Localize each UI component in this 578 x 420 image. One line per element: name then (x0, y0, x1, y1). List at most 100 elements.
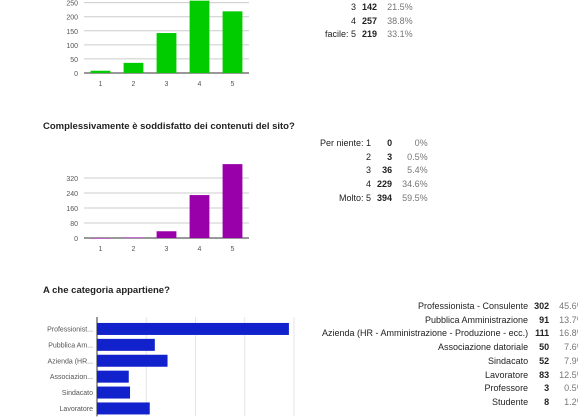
y-tick-label: 100 (66, 43, 78, 50)
stats-table-q3: Professionista - Consulente 302 45.6% Pubbl… (322, 300, 578, 410)
bar (222, 11, 243, 73)
bar (90, 70, 111, 73)
stats-label: 2 (366, 151, 372, 162)
y-tick-label: 200 (66, 15, 78, 22)
stats-count: 229 (377, 179, 393, 190)
x-tick-label: 3 (165, 81, 169, 88)
stats-row: 4 257 38.8% (325, 15, 413, 29)
bar (90, 238, 111, 239)
bar (97, 322, 289, 335)
x-tick-label: 2 (132, 246, 136, 253)
stats-row: 2 3 0.5% (320, 151, 428, 165)
x-tick-label: 3 (165, 246, 169, 253)
y-tick-label: 320 (66, 176, 78, 183)
y-tick-label: 80 (70, 221, 78, 228)
stats-percent: 34.6% (402, 179, 428, 190)
stats-count: 3 (387, 151, 393, 162)
stats-label: Lavoratore (485, 369, 529, 380)
bar (97, 370, 129, 383)
stats-row: Sindacato 52 7.9% (322, 355, 578, 369)
stats-row: Lavoratore 83 12.5% (322, 369, 578, 383)
stats-label: Azienda (HR - Amministrazione - Produzio… (322, 328, 529, 339)
stats-percent: 7.6% (564, 342, 578, 353)
y-tick-label: 0 (74, 236, 78, 243)
stats-count: 36 (382, 165, 393, 176)
stats-count: 8 (544, 396, 550, 407)
y-tick-label: 150 (66, 29, 78, 36)
stats-label: Associazione datoriale (438, 342, 529, 353)
x-tick-label: 5 (231, 246, 235, 253)
stats-percent: 12.5% (559, 369, 578, 380)
bar (123, 237, 144, 239)
x-tick-label: 4 (198, 246, 202, 253)
stats-label: 4 (351, 15, 357, 26)
stats-row: Studente 8 1.2% (322, 396, 578, 410)
stats-percent: 1.2% (564, 396, 578, 407)
stats-count: 394 (377, 192, 393, 203)
stats-label: Pubblica Amministrazione (425, 314, 529, 325)
bar (189, 0, 210, 74)
stats-percent: 5.4% (407, 165, 428, 176)
stats-row: Professionista - Consulente 302 45.6% (322, 300, 578, 314)
bar (156, 231, 177, 238)
bar (97, 338, 155, 351)
chart-q1: 0 50 100 150 200 250 1 2 3 4 5 (66, 0, 249, 88)
stats-percent: 7.9% (564, 355, 578, 366)
stats-percent: 0.5% (407, 151, 428, 162)
stats-label: Sindacato (488, 355, 529, 366)
stats-row: Associazione datoriale 50 7.6% (322, 341, 578, 355)
x-tick-label: 4 (198, 81, 202, 88)
stats-row: 3 142 21.5% (325, 1, 413, 15)
stats-table-q1: 3 142 21.5% 4 257 38.8% facile: 5 219 33.1% (325, 1, 413, 42)
bar (156, 33, 177, 73)
stats-percent: 59.5% (402, 192, 428, 203)
stats-percent: 0.5% (564, 383, 578, 394)
stats-label: Per niente: 1 (320, 138, 372, 148)
stats-count: 52 (539, 355, 550, 366)
bar (97, 354, 168, 367)
stats-count: 83 (539, 369, 550, 380)
y-tick-label: 0 (74, 71, 78, 78)
category-label: Azienda (HR... (47, 358, 93, 365)
y-tick-label: 250 (66, 1, 78, 8)
stats-count: 50 (539, 342, 550, 353)
category-label: Lavoratore (60, 406, 94, 413)
stats-label: Molto: 5 (339, 192, 372, 203)
stats-row: Professore 3 0.5% (322, 382, 578, 396)
chart-q3: Professionist... Pubblica Am... Azienda (H… (47, 317, 295, 417)
question-title-q3: A che categoria appartiene? (43, 285, 170, 296)
chart-q2: 0 80 160 240 320 1 2 3 4 5 (66, 164, 249, 253)
stats-percent: 45.6% (559, 301, 578, 311)
category-label: Pubblica Am... (48, 342, 93, 349)
stats-row: Pubblica Amministrazione 91 13.7% (322, 314, 578, 328)
category-label: Sindacato (62, 390, 93, 397)
stats-label: facile: 5 (325, 29, 357, 40)
stats-row: Azienda (HR - Amministrazione - Produzio… (322, 327, 578, 341)
stats-percent: 0% (414, 138, 428, 148)
stats-count: 302 (534, 301, 550, 311)
stats-percent: 21.5% (387, 2, 413, 12)
stats-label: 3 (351, 2, 357, 12)
stats-percent: 13.7% (559, 314, 578, 325)
x-tick-label: 1 (99, 246, 103, 253)
stats-label: 4 (366, 179, 372, 190)
stats-row: Per niente: 1 0 0% (320, 137, 428, 151)
stats-percent: 33.1% (387, 29, 413, 40)
stats-percent: 38.8% (387, 15, 413, 26)
question-title-q2: Complessivamente è soddisfatto dei conte… (43, 121, 295, 132)
stats-label: Professore (484, 383, 529, 394)
stats-row: 4 229 34.6% (320, 178, 428, 192)
x-tick-label: 2 (132, 81, 136, 88)
stats-label: Studente (492, 396, 529, 407)
y-tick-label: 50 (70, 57, 78, 64)
stats-table-q2: Per niente: 1 0 0% 2 3 0.5% 3 36 5.4% 4 229 34.6% Mo… (320, 137, 428, 206)
x-tick-label: 5 (231, 81, 235, 88)
bar (189, 195, 210, 238)
stats-percent: 16.8% (559, 328, 578, 339)
stats-label: 3 (366, 165, 372, 176)
stats-count: 3 (544, 383, 550, 394)
category-label: Professionist... (47, 326, 93, 333)
stats-row: Molto: 5 394 59.5% (320, 192, 428, 206)
y-tick-label: 160 (66, 206, 78, 213)
bar (97, 386, 131, 399)
